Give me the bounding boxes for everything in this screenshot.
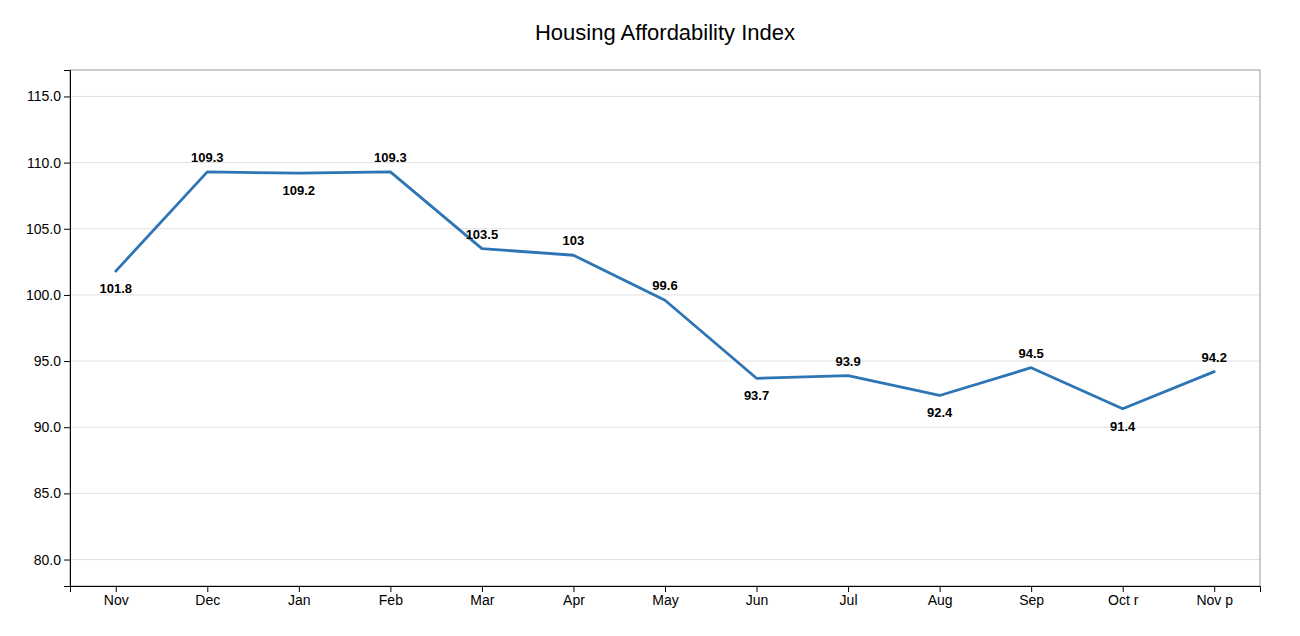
x-tick-label: Apr (563, 592, 585, 608)
y-tick: 85.0 (34, 485, 70, 501)
data-label: 103 (563, 233, 585, 248)
plot: 80.0 85.0 90.0 95.0 100.0 105.0 110.0 115.0 Nov D… (26, 70, 1261, 608)
grid-line (70, 493, 1260, 494)
x-tick-label: May (652, 592, 678, 608)
y-tick-mark (64, 295, 70, 296)
y-tick-mark (64, 560, 70, 561)
y-tick-label: 85.0 (34, 485, 61, 501)
x-tick: May (652, 586, 678, 608)
grid-line (70, 96, 1260, 97)
line (116, 172, 1214, 409)
x-tick: Nov (104, 586, 129, 608)
x-tick: Sep (1019, 586, 1044, 608)
y-tick-label: 100.0 (26, 287, 61, 303)
x-tick: Jun (746, 586, 769, 608)
y-tick-mark (64, 493, 70, 494)
x-tick: Mar (470, 586, 494, 608)
x-tick-label: Jul (840, 592, 858, 608)
plot-frame (70, 70, 1260, 586)
y-axis: 80.0 85.0 90.0 95.0 100.0 105.0 110.0 115.0 (26, 71, 71, 587)
y-tick-label: 90.0 (34, 419, 61, 435)
y-tick-label: 105.0 (26, 221, 61, 237)
data-label: 93.9 (835, 354, 860, 369)
x-tick: Feb (379, 586, 403, 608)
y-tick-mark (64, 96, 70, 97)
grid-line (70, 427, 1260, 428)
x-tick-label: Dec (195, 592, 220, 608)
y-tick-mark (64, 163, 70, 164)
data-label: 103.5 (466, 227, 499, 242)
grid-line (70, 361, 1260, 362)
grid-line (70, 162, 1260, 163)
x-tick-label: Oct r (1108, 592, 1139, 608)
x-tick-label: Feb (379, 592, 403, 608)
y-tick: 115.0 (27, 88, 70, 104)
x-tick-label: Aug (928, 592, 953, 608)
data-label: 93.7 (744, 388, 769, 403)
x-tick: Nov p (1196, 586, 1233, 608)
data-label: 109.3 (191, 150, 224, 165)
x-tick: Jan (288, 586, 311, 608)
x-tick: Aug (928, 586, 953, 608)
data-label: 109.2 (283, 183, 316, 198)
data-label: 101.8 (99, 281, 132, 296)
y-tick-label: 110.0 (27, 155, 61, 171)
x-tick-label: Jan (288, 592, 311, 608)
data-labels: 101.8 109.3 109.2 109.3 103.5 103 99.6 93.7 93.9… (99, 150, 1226, 434)
data-label: 99.6 (652, 278, 677, 293)
x-tick-label: Nov p (1196, 592, 1233, 608)
y-tick: 90.0 (34, 419, 70, 435)
x-tick: Jul (840, 586, 858, 608)
chart-title: Housing Affordability Index (535, 20, 795, 45)
y-tick-mark (64, 361, 70, 362)
x-axis: Nov Dec Jan Feb Mar Apr May Jun Jul Aug Sep Oct r No… (71, 586, 1261, 608)
y-tick-mark (64, 229, 70, 230)
y-tick: 95.0 (34, 353, 70, 369)
data-label: 91.4 (1110, 419, 1136, 434)
x-tick-label: Sep (1019, 592, 1044, 608)
x-tick: Oct r (1108, 586, 1139, 608)
y-tick-mark (64, 427, 70, 428)
y-tick-label: 80.0 (34, 552, 61, 568)
y-tick: 100.0 (26, 287, 70, 303)
x-tick-label: Jun (746, 592, 769, 608)
data-label: 92.4 (927, 405, 953, 420)
grid-line (70, 228, 1260, 229)
data-label: 94.5 (1018, 346, 1043, 361)
y-tick-label: 115.0 (27, 88, 61, 104)
grid (70, 96, 1260, 559)
grid-line (70, 294, 1260, 295)
grid-line (70, 559, 1260, 560)
y-tick-label: 95.0 (34, 353, 61, 369)
x-tick-label: Nov (104, 592, 129, 608)
marks (116, 172, 1214, 409)
y-tick: 110.0 (27, 155, 70, 171)
data-label: 109.3 (374, 150, 407, 165)
x-tick-label: Mar (470, 592, 494, 608)
chart: Housing Affordability Index 80.0 85.0 90.0 9… (0, 0, 1300, 636)
x-tick: Dec (195, 586, 220, 608)
data-label: 94.2 (1202, 350, 1227, 365)
y-tick: 80.0 (34, 552, 70, 568)
x-tick: Apr (563, 586, 585, 608)
y-axis-line (64, 71, 71, 587)
y-tick: 105.0 (26, 221, 70, 237)
